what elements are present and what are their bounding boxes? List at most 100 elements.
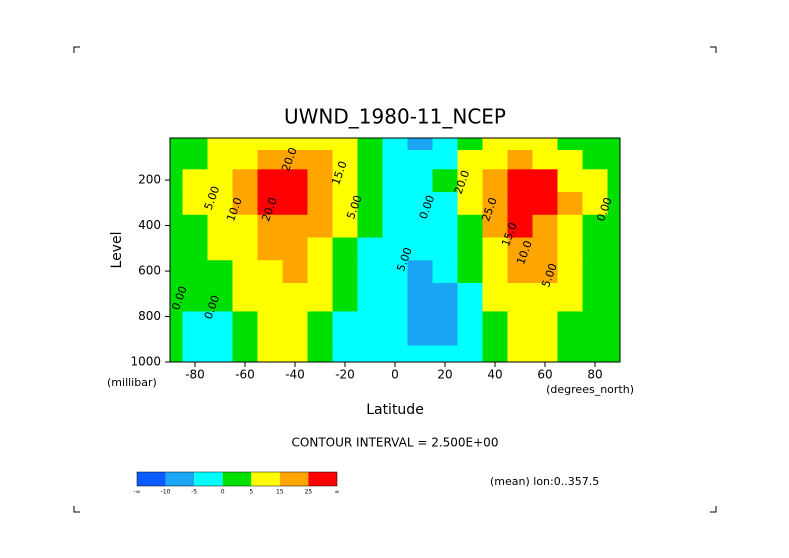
field-cell	[432, 259, 459, 284]
field-cell	[232, 236, 259, 261]
field-cell	[507, 310, 534, 346]
field-cell	[482, 149, 509, 170]
field-cell	[607, 214, 620, 238]
colorbar-swatch	[222, 472, 252, 486]
field-cell	[607, 236, 620, 261]
field-cell	[457, 344, 484, 362]
field-cell	[582, 149, 609, 170]
field-cell	[432, 214, 459, 238]
field-cell	[407, 191, 434, 215]
field-cell	[532, 236, 559, 261]
field-cell	[457, 214, 484, 238]
field-cell	[232, 149, 259, 170]
field-cell	[282, 191, 309, 215]
field-cell	[532, 191, 559, 215]
x-tick-label: -80	[185, 368, 205, 382]
field-cell	[382, 168, 409, 193]
field-cell	[607, 259, 620, 284]
field-cell	[182, 191, 209, 215]
field-cell	[457, 149, 484, 170]
field-cell	[182, 259, 209, 284]
field-cell	[257, 310, 284, 346]
field-cell	[607, 191, 620, 215]
field-cell	[432, 168, 459, 193]
field-cell	[307, 191, 334, 215]
field-cell	[232, 214, 259, 238]
field-cell	[357, 149, 384, 170]
field-cell	[532, 310, 559, 346]
field-cell	[557, 214, 584, 238]
field-cell	[557, 138, 584, 150]
field-cell	[232, 259, 259, 284]
field-cell	[332, 259, 359, 284]
colorbar-label: -5	[191, 489, 197, 496]
colorbar-label: -10	[161, 489, 171, 496]
field-cell	[207, 282, 234, 312]
field-cell	[382, 214, 409, 238]
field-cell	[507, 168, 534, 193]
x-tick-label: 40	[487, 368, 502, 382]
field-cell	[432, 138, 459, 150]
field-cell	[582, 236, 609, 261]
field-cell	[207, 191, 234, 215]
field-cell	[257, 168, 284, 193]
field-cell	[257, 259, 284, 284]
contour-field	[170, 138, 620, 362]
field-cell	[282, 236, 309, 261]
field-cell	[432, 282, 459, 312]
field-cell	[332, 236, 359, 261]
field-cell	[182, 236, 209, 261]
field-cell	[182, 214, 209, 238]
field-cell	[170, 214, 184, 238]
field-cell	[457, 236, 484, 261]
colorbar-label: -∞	[133, 489, 140, 496]
field-cell	[332, 282, 359, 312]
field-cell	[507, 344, 534, 362]
field-cell	[170, 138, 184, 150]
field-cell	[482, 236, 509, 261]
field-cell	[307, 168, 334, 193]
field-cell	[332, 149, 359, 170]
colorbar-label: 15	[276, 489, 284, 496]
field-cell	[307, 149, 334, 170]
field-cell	[607, 310, 620, 346]
field-cell	[357, 282, 384, 312]
field-cell	[607, 344, 620, 362]
field-cell	[232, 138, 259, 150]
field-cell	[457, 138, 484, 150]
y-axis-units: (millibar)	[107, 376, 157, 389]
field-cell	[457, 259, 484, 284]
field-cell	[532, 259, 559, 284]
field-cell	[407, 214, 434, 238]
field-cell	[182, 282, 209, 312]
y-tick-label: 400	[138, 218, 161, 232]
field-cell	[532, 149, 559, 170]
field-cell	[507, 149, 534, 170]
field-cell	[357, 310, 384, 346]
field-cell	[382, 259, 409, 284]
x-tick-label: 0	[391, 368, 399, 382]
field-cell	[307, 259, 334, 284]
x-axis-label: Latitude	[366, 402, 424, 418]
colorbar-label: 25	[305, 489, 313, 496]
field-cell	[282, 138, 309, 150]
field-cell	[507, 236, 534, 261]
field-cell	[582, 138, 609, 150]
field-cell	[307, 282, 334, 312]
corner-marks	[73, 46, 717, 513]
field-cell	[457, 282, 484, 312]
field-cell	[332, 138, 359, 150]
field-cell	[457, 310, 484, 346]
field-cell	[482, 282, 509, 312]
field-cell	[582, 310, 609, 346]
contour-interval: CONTOUR INTERVAL = 2.500E+00	[292, 436, 499, 450]
field-cell	[170, 259, 184, 284]
colorbar-swatch	[308, 472, 337, 486]
field-cell	[170, 191, 184, 215]
field-cell	[357, 259, 384, 284]
field-cell	[582, 214, 609, 238]
field-cell	[507, 214, 534, 238]
field-cell	[382, 149, 409, 170]
field-cell	[307, 310, 334, 346]
field-cell	[407, 259, 434, 284]
